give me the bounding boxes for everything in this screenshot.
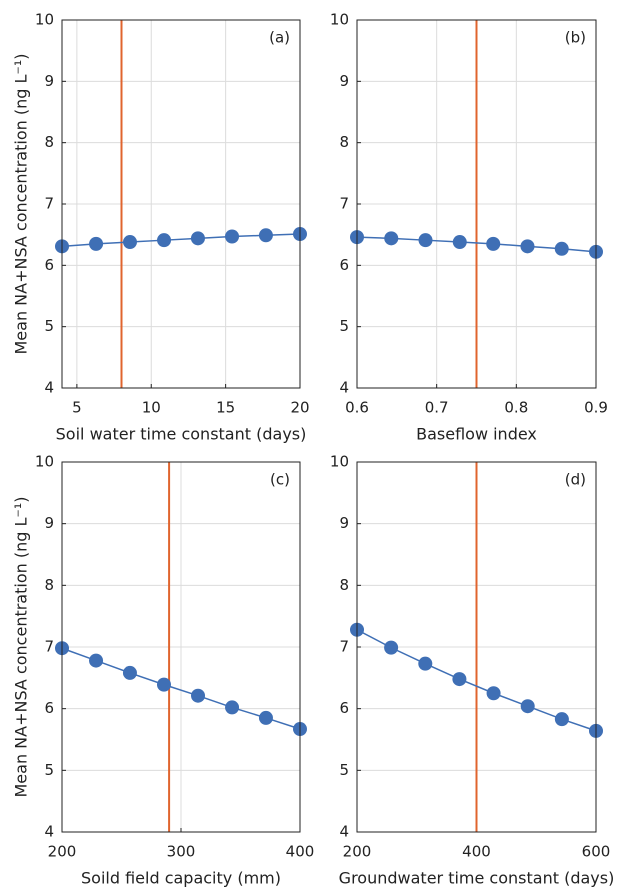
data-point <box>258 710 273 725</box>
y-tick-label: 5 <box>339 761 349 779</box>
data-point <box>157 233 172 248</box>
x-tick-label: 400 <box>286 843 315 861</box>
y-tick-label: 10 <box>330 453 349 471</box>
axes-box <box>61 19 301 389</box>
x-tick-label: 600 <box>582 843 611 861</box>
y-tick-label: 6 <box>339 256 349 274</box>
y-tick-label: 4 <box>44 823 54 841</box>
y-axis-label: Mean NA+NSA concentration (ng L⁻¹) <box>12 54 31 355</box>
y-tick-label: 6 <box>44 256 54 274</box>
data-point <box>486 236 501 251</box>
y-tick-label: 10 <box>35 11 54 29</box>
y-tick-label: 10 <box>35 453 54 471</box>
y-tick-label: 6 <box>44 699 54 717</box>
x-axis-label: Soild field capacity (mm) <box>81 869 281 887</box>
x-tick-label: 200 <box>343 843 372 861</box>
y-tick-label: 8 <box>44 576 54 594</box>
x-tick-label: 15 <box>216 399 235 417</box>
data-point <box>384 231 399 246</box>
y-tick-label: 4 <box>339 823 349 841</box>
y-tick-label: 8 <box>339 133 349 151</box>
data-point <box>486 686 501 701</box>
y-tick-label: 7 <box>44 638 54 656</box>
data-point <box>520 699 535 714</box>
y-tick-label: 5 <box>339 317 349 335</box>
x-tick-label: 20 <box>290 399 309 417</box>
y-tick-label: 6 <box>339 699 349 717</box>
y-tick-label: 5 <box>44 761 54 779</box>
y-tick-label: 9 <box>44 72 54 90</box>
y-tick-label: 4 <box>44 379 54 397</box>
x-tick-label: 400 <box>462 843 491 861</box>
x-tick-label: 0.8 <box>504 399 528 417</box>
panel-label: (b) <box>565 29 586 47</box>
panel-label: (c) <box>270 471 290 489</box>
y-tick-label: 9 <box>339 72 349 90</box>
y-tick-label: 9 <box>339 514 349 532</box>
y-tick-label: 9 <box>44 514 54 532</box>
axes-box <box>61 461 301 833</box>
axes-box <box>356 19 597 389</box>
data-point <box>156 677 171 692</box>
y-tick-label: 8 <box>44 133 54 151</box>
x-axis-label: Groundwater time constant (days) <box>339 869 615 887</box>
panel-label: (d) <box>565 471 586 489</box>
x-axis-label: Baseflow index <box>416 425 537 444</box>
y-tick-label: 7 <box>339 638 349 656</box>
x-tick-label: 0.9 <box>584 399 608 417</box>
data-point <box>122 665 137 680</box>
x-tick-label: 300 <box>167 843 196 861</box>
data-point <box>452 672 467 687</box>
data-point <box>418 233 433 248</box>
x-tick-label: 200 <box>48 843 77 861</box>
data-point <box>554 712 569 727</box>
y-tick-label: 8 <box>339 576 349 594</box>
data-point <box>89 236 104 251</box>
y-tick-label: 7 <box>44 195 54 213</box>
data-point <box>520 239 535 254</box>
y-tick-label: 5 <box>44 317 54 335</box>
y-tick-label: 7 <box>339 195 349 213</box>
data-point <box>258 228 273 243</box>
data-point <box>122 235 137 250</box>
x-tick-label: 0.7 <box>425 399 449 417</box>
data-point <box>554 241 569 256</box>
data-point <box>191 688 206 703</box>
y-tick-label: 4 <box>339 379 349 397</box>
data-point <box>384 640 399 655</box>
panel-label: (a) <box>269 29 290 47</box>
data-point <box>89 653 104 668</box>
data-point <box>225 700 240 715</box>
data-point <box>452 235 467 250</box>
data-point <box>418 656 433 671</box>
x-axis-label: Soil water time constant (days) <box>56 425 307 444</box>
axes-box <box>356 461 597 833</box>
y-axis-label: Mean NA+NSA concentration (ng L⁻¹) <box>12 497 31 798</box>
y-tick-label: 10 <box>330 11 349 29</box>
x-tick-label: 0.6 <box>345 399 369 417</box>
data-point <box>190 231 205 246</box>
x-tick-label: 10 <box>142 399 161 417</box>
data-point <box>225 229 240 244</box>
x-tick-label: 5 <box>72 399 82 417</box>
